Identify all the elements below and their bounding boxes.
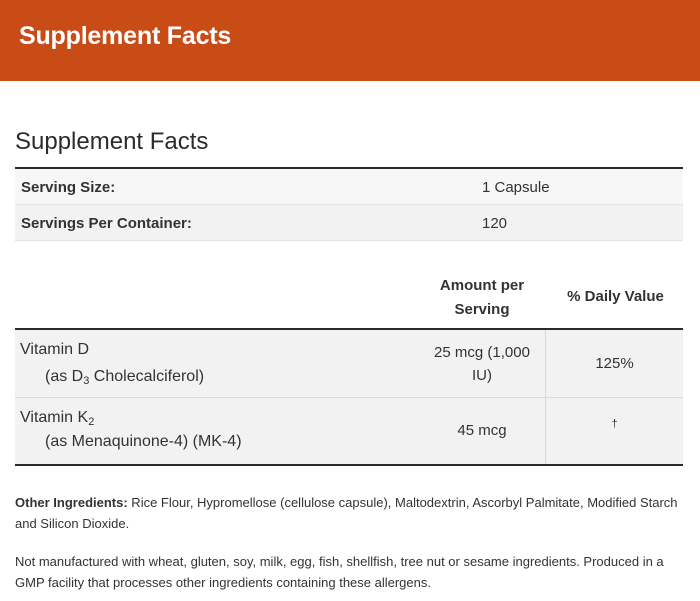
serving-size-value: 1 Capsule xyxy=(482,179,550,196)
nutrient-daily-value: 125% xyxy=(595,355,634,372)
daily-value-header: % Daily Value xyxy=(567,288,664,305)
nutrient-amount: 25 mcg (1,000 IU) xyxy=(434,344,530,384)
banner-title: Supplement Facts xyxy=(19,22,232,50)
table-top-rule xyxy=(15,167,683,169)
other-ingredients-label: Other Ingredients: xyxy=(15,495,128,510)
amount-per-serving-header: Amount per Serving xyxy=(420,274,544,322)
nutrient-daily-value: † xyxy=(611,418,618,430)
table-header-rule xyxy=(15,328,683,330)
serving-size-row: Serving Size: 1 Capsule xyxy=(15,169,683,205)
column-divider xyxy=(545,398,546,465)
allergen-statement: Not manufactured with wheat, gluten, soy… xyxy=(15,554,664,590)
section-title: Supplement Facts xyxy=(15,128,209,155)
servings-per-container-row: Servings Per Container: 120 xyxy=(15,205,683,241)
nutrient-row: Vitamin K2 (as Menaquinone-4) (MK-4) 45 … xyxy=(15,398,683,465)
serving-size-label: Serving Size: xyxy=(21,179,116,196)
table-bottom-rule xyxy=(15,464,683,466)
other-ingredients-text: Rice Flour, Hypromellose (cellulose caps… xyxy=(15,495,678,531)
nutrient-name: Vitamin D xyxy=(20,341,90,358)
amount-header-line2: Serving xyxy=(454,301,510,318)
nutrient-source: (as Menaquinone-4) (MK-4) xyxy=(45,433,242,450)
header-banner: Supplement Facts xyxy=(0,0,700,81)
nutrient-name: Vitamin K2 xyxy=(20,409,95,428)
nutrient-source: (as D3 Cholecalciferol) xyxy=(45,368,205,387)
amount-header-line1: Amount per xyxy=(439,277,525,294)
other-ingredients: Other Ingredients: Rice Flour, Hypromell… xyxy=(15,492,685,534)
servings-per-container-label: Servings Per Container: xyxy=(21,215,192,232)
nutrient-row: Vitamin D (as D3 Cholecalciferol) 25 mcg… xyxy=(15,330,683,398)
column-divider xyxy=(545,330,546,397)
servings-per-container-value: 120 xyxy=(482,215,508,232)
nutrient-amount: 45 mcg xyxy=(457,422,507,439)
